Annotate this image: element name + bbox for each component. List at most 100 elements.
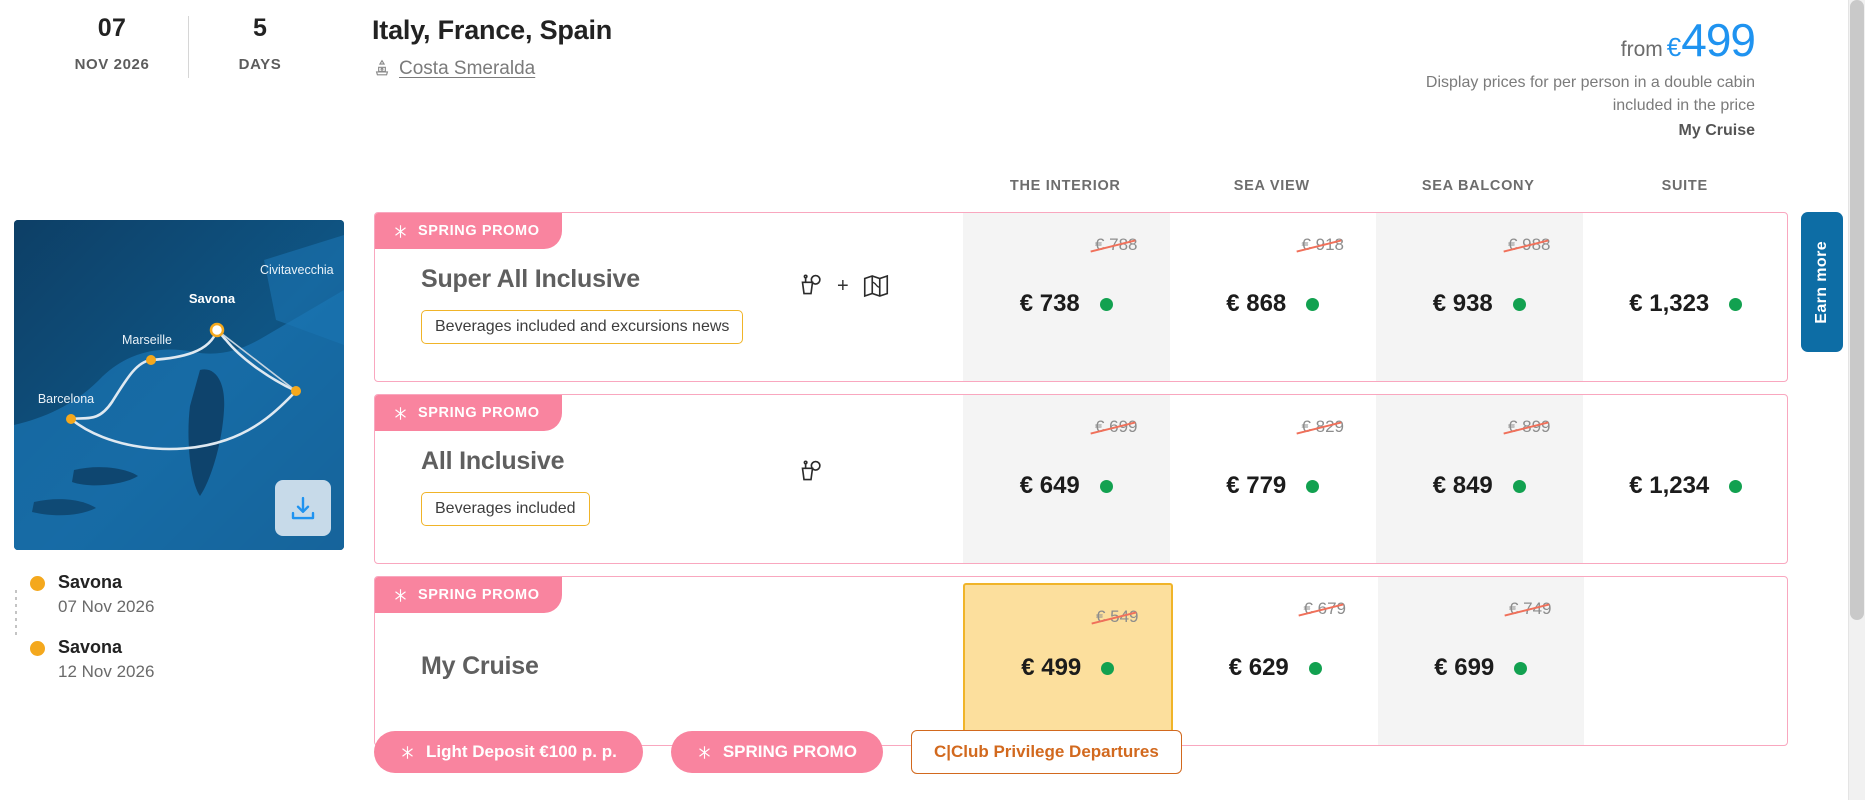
price-value: € 938 (1432, 290, 1493, 317)
price-cell-sea-balcony[interactable]: € 749 € 699 (1378, 577, 1584, 745)
scrollbar-thumb[interactable] (1850, 0, 1864, 620)
old-price: € 918 (1296, 235, 1344, 255)
ship-line[interactable]: Costa Smeralda (372, 58, 612, 80)
availability-dot-icon (1099, 297, 1113, 311)
price-value: € 649 (1019, 472, 1080, 499)
from-price-row: from € 499 (1425, 17, 1756, 63)
fare-info: Super All Inclusive Beverages included a… (375, 213, 963, 381)
price-cells: € 788 € 738 € 918 € 868 (963, 213, 1788, 381)
price-cell-sea-balcony[interactable]: € 988 € 938 (1376, 213, 1583, 381)
page-title: Italy, France, Spain (372, 15, 613, 45)
svg-text:Civitavecchia: Civitavecchia (260, 263, 334, 277)
download-icon (291, 496, 315, 520)
current-price-group: € 629 (1229, 654, 1322, 682)
badge-cclub-privilege[interactable]: C|Club Privilege Departures (910, 730, 1182, 774)
price-cell-interior[interactable]: € 699 € 649 (963, 395, 1170, 563)
itinerary-port-name: Savona (58, 637, 123, 657)
price-value: € 1,323 (1629, 290, 1710, 317)
status-badge[interactable]: SPRING PROMO (375, 213, 562, 249)
fare-name: Super All Inclusive (421, 265, 640, 293)
badge-label: Light Deposit €100 p. p. (426, 742, 617, 761)
availability-dot-icon (1306, 297, 1320, 311)
departure-date: 07 NOV 2026 (42, 14, 182, 73)
current-price-group: € 1,323 (1629, 290, 1743, 318)
port-dot-icon (30, 576, 45, 591)
status-badge[interactable]: SPRING PROMO (375, 395, 562, 431)
fare-info: My Cruise (375, 577, 963, 745)
snowflake-icon (395, 224, 406, 238)
current-price-group: € 849 (1433, 472, 1526, 500)
fare-rows: SPRING PROMO Super All Inclusive Beverag… (374, 212, 1788, 758)
map-graphic: Savona Civitavecchia Marseille Barcelona (14, 220, 344, 550)
price-note: Display prices for per person in a doubl… (1425, 74, 1755, 115)
price-fare-name: My Cruise (1678, 122, 1755, 140)
svg-text:Barcelona: Barcelona (38, 392, 94, 406)
old-price: € 549 (1091, 607, 1139, 627)
scrollbar-track[interactable] (1848, 0, 1865, 800)
column-header-sea-view: SEA VIEW (1233, 178, 1310, 194)
from-price-block: from € 499 Display prices for per person… (1425, 17, 1756, 140)
current-price-group: € 499 (1021, 654, 1115, 682)
fare-name: My Cruise (421, 652, 539, 680)
duration: 5 DAYS (200, 14, 320, 73)
availability-dot-icon (1514, 661, 1528, 675)
map-icon (863, 274, 888, 298)
price-value: € 779 (1226, 472, 1287, 499)
list-item: Savona 12 Nov 2026 (22, 637, 322, 682)
availability-dot-icon (1306, 479, 1320, 493)
snowflake-icon (402, 745, 413, 759)
price-cell-interior[interactable]: € 549 € 499 (963, 583, 1173, 739)
svg-text:Savona: Savona (189, 291, 236, 306)
table-row: SPRING PROMO Super All Inclusive Beverag… (374, 212, 1788, 382)
current-price-group: € 649 (1020, 472, 1113, 500)
current-price-group: € 779 (1226, 472, 1320, 500)
ship-name-link[interactable]: Costa Smeralda (399, 58, 536, 79)
badge-spring-promo[interactable]: SPRING PROMO (670, 731, 883, 773)
offer-header: 07 NOV 2026 5 DAYS Italy, France, Spain … (0, 0, 1810, 170)
fare-inclusion-badge: Beverages included and excursions news (421, 310, 744, 344)
offer-badges: Light Deposit €100 p. p. SPRING PROMO C|… (374, 730, 1182, 774)
price-cell-sea-view[interactable]: € 918 € 868 (1170, 213, 1377, 381)
price-cell-suite[interactable]: € 1,234 (1583, 395, 1788, 563)
old-price: € 899 (1503, 417, 1551, 437)
price-cell-sea-balcony[interactable]: € 899 € 849 (1376, 395, 1583, 563)
snowflake-icon (698, 745, 710, 759)
price-value: € 738 (1019, 290, 1080, 317)
availability-dot-icon (1729, 297, 1743, 311)
svg-text:Marseille: Marseille (122, 333, 172, 347)
fare-icons (795, 457, 825, 487)
from-label: from (1620, 38, 1663, 61)
header-divider (188, 16, 189, 78)
price-cell-suite[interactable]: € 1,323 (1583, 213, 1788, 381)
snowflake-icon (395, 406, 406, 420)
offer-title-block: Italy, France, Spain Costa Smeralda (372, 15, 612, 80)
itinerary-port-name: Savona (58, 572, 123, 592)
ship-icon (372, 59, 392, 79)
itinerary-map[interactable]: Savona Civitavecchia Marseille Barcelona (14, 220, 344, 550)
promo-label: SPRING PROMO (418, 223, 540, 239)
price-value: € 868 (1226, 290, 1287, 317)
fare-inclusion-badge: Beverages included (421, 492, 590, 526)
fare-icons: + (795, 271, 891, 301)
price-value: € 629 (1228, 654, 1289, 681)
fare-name: All Inclusive (421, 447, 565, 475)
map-download-button[interactable] (275, 480, 331, 536)
price-cell-sea-view[interactable]: € 829 € 779 (1170, 395, 1377, 563)
price-value: € 849 (1432, 472, 1493, 499)
price-cells: € 699 € 649 € 829 € 779 (963, 395, 1788, 563)
promo-label: SPRING PROMO (418, 405, 540, 421)
current-price-group: € 1,234 (1629, 472, 1743, 500)
price-cell-sea-view[interactable]: € 679 € 629 (1173, 577, 1379, 745)
earn-more-tab[interactable]: Earn more (1801, 212, 1843, 352)
current-price-group: € 738 (1020, 290, 1113, 318)
availability-dot-icon (1512, 297, 1526, 311)
price-cell-interior[interactable]: € 788 € 738 (963, 213, 1170, 381)
fare-info: All Inclusive Beverages included (375, 395, 963, 563)
status-badge[interactable]: SPRING PROMO (375, 577, 562, 613)
badge-label: C|Club Privilege Departures (933, 742, 1159, 761)
old-price: € 749 (1504, 599, 1552, 619)
drink-icon (801, 460, 821, 481)
current-price-group: € 868 (1226, 290, 1320, 318)
badge-light-deposit[interactable]: Light Deposit €100 p. p. (374, 731, 643, 773)
